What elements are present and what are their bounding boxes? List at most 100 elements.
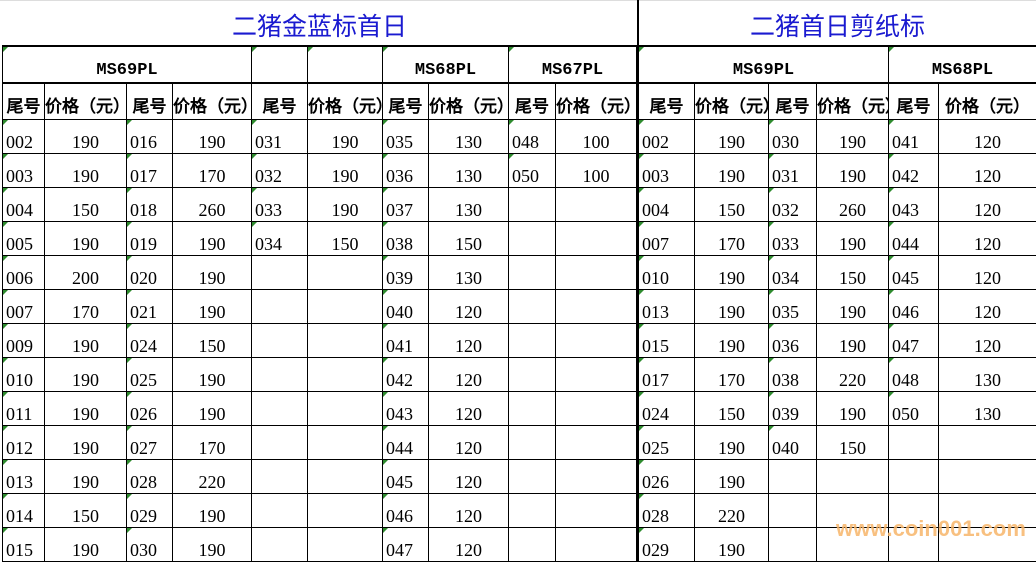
price-cell[interactable] xyxy=(556,290,637,324)
price-cell[interactable] xyxy=(308,392,383,426)
price-cell[interactable]: 150 xyxy=(695,392,769,426)
price-cell[interactable] xyxy=(556,494,637,528)
price-cell[interactable] xyxy=(308,528,383,562)
price-cell[interactable] xyxy=(308,494,383,528)
price-cell[interactable]: 120 xyxy=(429,528,509,562)
tail-number-cell[interactable]: 027 xyxy=(127,426,173,460)
price-cell[interactable]: 130 xyxy=(939,392,1036,426)
tail-number-cell[interactable]: 043 xyxy=(889,188,939,222)
tail-number-cell[interactable]: 029 xyxy=(127,494,173,528)
price-cell[interactable] xyxy=(308,256,383,290)
tail-number-cell[interactable] xyxy=(252,290,308,324)
tail-number-cell[interactable] xyxy=(509,358,556,392)
price-cell[interactable]: 190 xyxy=(695,290,769,324)
price-cell[interactable]: 190 xyxy=(173,358,252,392)
price-cell[interactable]: 260 xyxy=(173,188,252,222)
price-cell[interactable]: 170 xyxy=(173,154,252,188)
grade-header[interactable]: MS69PL xyxy=(3,46,252,83)
tail-number-cell[interactable]: 014 xyxy=(3,494,45,528)
tail-number-cell[interactable] xyxy=(509,256,556,290)
tail-number-cell[interactable]: 037 xyxy=(383,188,429,222)
price-cell[interactable]: 190 xyxy=(173,256,252,290)
tail-number-cell[interactable] xyxy=(252,426,308,460)
price-cell[interactable] xyxy=(939,426,1036,460)
tail-number-cell[interactable]: 015 xyxy=(639,324,695,358)
price-header[interactable]: 价格（元） xyxy=(695,83,769,120)
tail-number-cell[interactable]: 012 xyxy=(3,426,45,460)
price-cell[interactable] xyxy=(308,324,383,358)
price-cell[interactable]: 190 xyxy=(173,494,252,528)
price-cell[interactable] xyxy=(556,324,637,358)
tail-number-cell[interactable]: 028 xyxy=(127,460,173,494)
grade-header[interactable] xyxy=(308,46,383,83)
price-cell[interactable]: 260 xyxy=(817,188,889,222)
price-cell[interactable]: 190 xyxy=(45,154,127,188)
price-cell[interactable]: 190 xyxy=(45,358,127,392)
tail-number-cell[interactable] xyxy=(509,222,556,256)
tail-number-cell[interactable]: 015 xyxy=(3,528,45,562)
tail-number-header[interactable]: 尾号 xyxy=(769,83,817,120)
tail-number-cell[interactable]: 010 xyxy=(3,358,45,392)
tail-number-cell[interactable] xyxy=(769,494,817,528)
tail-number-cell[interactable]: 007 xyxy=(3,290,45,324)
price-cell[interactable]: 190 xyxy=(308,188,383,222)
tail-number-cell[interactable]: 017 xyxy=(639,358,695,392)
price-cell[interactable]: 150 xyxy=(429,222,509,256)
tail-number-cell[interactable]: 016 xyxy=(127,120,173,154)
tail-number-cell[interactable]: 047 xyxy=(383,528,429,562)
price-cell[interactable]: 220 xyxy=(817,358,889,392)
price-cell[interactable]: 190 xyxy=(45,460,127,494)
tail-number-cell[interactable]: 026 xyxy=(639,460,695,494)
price-cell[interactable]: 130 xyxy=(429,154,509,188)
tail-number-cell[interactable]: 020 xyxy=(127,256,173,290)
price-cell[interactable]: 120 xyxy=(939,154,1036,188)
price-cell[interactable] xyxy=(556,460,637,494)
price-cell[interactable]: 120 xyxy=(939,188,1036,222)
tail-number-cell[interactable]: 031 xyxy=(252,120,308,154)
tail-number-cell[interactable]: 002 xyxy=(3,120,45,154)
price-cell[interactable]: 190 xyxy=(695,528,769,562)
tail-number-cell[interactable]: 029 xyxy=(639,528,695,562)
tail-number-cell[interactable]: 019 xyxy=(127,222,173,256)
tail-number-cell[interactable]: 047 xyxy=(889,324,939,358)
tail-number-cell[interactable]: 028 xyxy=(639,494,695,528)
tail-number-cell[interactable]: 031 xyxy=(769,154,817,188)
price-cell[interactable]: 170 xyxy=(45,290,127,324)
tail-number-cell[interactable]: 039 xyxy=(769,392,817,426)
price-cell[interactable]: 190 xyxy=(695,426,769,460)
price-cell[interactable]: 190 xyxy=(817,120,889,154)
tail-number-cell[interactable]: 009 xyxy=(3,324,45,358)
tail-number-cell[interactable]: 036 xyxy=(769,324,817,358)
tail-number-cell[interactable]: 046 xyxy=(383,494,429,528)
price-cell[interactable]: 120 xyxy=(939,256,1036,290)
tail-number-cell[interactable]: 021 xyxy=(127,290,173,324)
tail-number-cell[interactable]: 005 xyxy=(3,222,45,256)
tail-number-cell[interactable]: 041 xyxy=(383,324,429,358)
price-cell[interactable]: 190 xyxy=(308,120,383,154)
price-cell[interactable] xyxy=(308,426,383,460)
tail-number-header[interactable]: 尾号 xyxy=(3,83,45,120)
tail-number-cell[interactable] xyxy=(252,460,308,494)
grade-header[interactable] xyxy=(252,46,308,83)
price-cell[interactable]: 120 xyxy=(429,426,509,460)
tail-number-cell[interactable]: 044 xyxy=(889,222,939,256)
tail-number-cell[interactable]: 032 xyxy=(769,188,817,222)
price-cell[interactable]: 120 xyxy=(939,324,1036,358)
tail-number-cell[interactable]: 030 xyxy=(769,120,817,154)
tail-number-cell[interactable] xyxy=(509,290,556,324)
tail-number-cell[interactable]: 013 xyxy=(639,290,695,324)
price-cell[interactable]: 120 xyxy=(429,460,509,494)
tail-number-cell[interactable]: 043 xyxy=(383,392,429,426)
tail-number-cell[interactable] xyxy=(252,494,308,528)
tail-number-cell[interactable]: 048 xyxy=(889,358,939,392)
tail-number-cell[interactable]: 042 xyxy=(889,154,939,188)
tail-number-cell[interactable]: 033 xyxy=(769,222,817,256)
tail-number-cell[interactable]: 050 xyxy=(889,392,939,426)
price-cell[interactable] xyxy=(556,426,637,460)
price-cell[interactable] xyxy=(939,460,1036,494)
tail-number-cell[interactable] xyxy=(252,256,308,290)
price-cell[interactable]: 190 xyxy=(173,222,252,256)
tail-number-header[interactable]: 尾号 xyxy=(383,83,429,120)
price-cell[interactable]: 190 xyxy=(173,528,252,562)
tail-number-cell[interactable]: 034 xyxy=(252,222,308,256)
